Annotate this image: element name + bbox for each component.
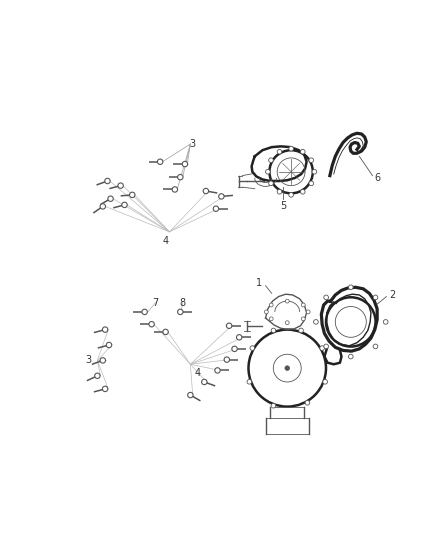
Circle shape [320, 346, 325, 350]
Circle shape [306, 310, 310, 314]
Circle shape [108, 196, 113, 201]
Circle shape [285, 366, 290, 370]
Circle shape [268, 181, 273, 185]
Circle shape [182, 161, 187, 167]
Circle shape [271, 328, 276, 333]
Circle shape [201, 379, 207, 385]
Circle shape [177, 174, 183, 180]
Circle shape [163, 329, 168, 335]
Circle shape [247, 379, 252, 384]
Circle shape [265, 169, 270, 174]
Circle shape [100, 358, 106, 363]
Circle shape [309, 158, 314, 163]
Circle shape [157, 159, 163, 165]
Circle shape [122, 202, 127, 207]
Circle shape [265, 310, 268, 314]
Text: 2: 2 [389, 290, 395, 300]
Text: 6: 6 [375, 173, 381, 183]
Circle shape [314, 320, 318, 324]
Circle shape [300, 149, 305, 154]
Circle shape [102, 327, 108, 332]
Circle shape [237, 335, 242, 340]
Circle shape [269, 317, 273, 321]
Circle shape [203, 188, 208, 193]
Text: 8: 8 [180, 298, 186, 308]
Circle shape [142, 309, 147, 314]
Circle shape [172, 187, 177, 192]
Circle shape [271, 403, 276, 408]
Circle shape [118, 183, 124, 188]
Circle shape [100, 204, 106, 209]
Circle shape [349, 354, 353, 359]
Circle shape [312, 169, 317, 174]
Circle shape [300, 189, 305, 194]
Circle shape [232, 346, 237, 352]
Circle shape [106, 342, 112, 348]
Circle shape [285, 321, 289, 325]
Circle shape [324, 344, 328, 349]
Text: 3: 3 [189, 140, 195, 149]
Circle shape [250, 346, 254, 350]
Circle shape [149, 321, 154, 327]
Circle shape [277, 149, 282, 154]
Circle shape [277, 189, 282, 194]
Circle shape [213, 206, 219, 212]
Circle shape [324, 295, 328, 300]
Circle shape [219, 193, 224, 199]
Circle shape [224, 357, 230, 362]
Circle shape [177, 309, 183, 314]
Circle shape [215, 368, 220, 373]
Text: 7: 7 [152, 298, 159, 308]
Circle shape [299, 328, 304, 333]
Circle shape [285, 299, 289, 303]
Circle shape [95, 373, 100, 378]
Text: 4: 4 [162, 237, 169, 246]
Text: 1: 1 [256, 278, 262, 288]
Circle shape [301, 303, 305, 307]
Circle shape [187, 392, 193, 398]
Circle shape [289, 147, 293, 151]
Circle shape [130, 192, 135, 198]
Circle shape [268, 158, 273, 163]
Text: 4: 4 [195, 368, 201, 378]
Circle shape [102, 386, 108, 392]
Circle shape [105, 179, 110, 184]
Circle shape [323, 379, 328, 384]
Circle shape [309, 181, 314, 185]
Text: 3: 3 [85, 356, 91, 366]
Circle shape [269, 303, 273, 307]
Circle shape [373, 344, 378, 349]
Circle shape [373, 295, 378, 300]
Circle shape [301, 317, 305, 321]
Text: 5: 5 [280, 201, 286, 211]
Circle shape [305, 400, 310, 405]
Circle shape [349, 285, 353, 289]
Circle shape [289, 192, 293, 197]
Circle shape [226, 323, 232, 328]
Circle shape [383, 320, 388, 324]
